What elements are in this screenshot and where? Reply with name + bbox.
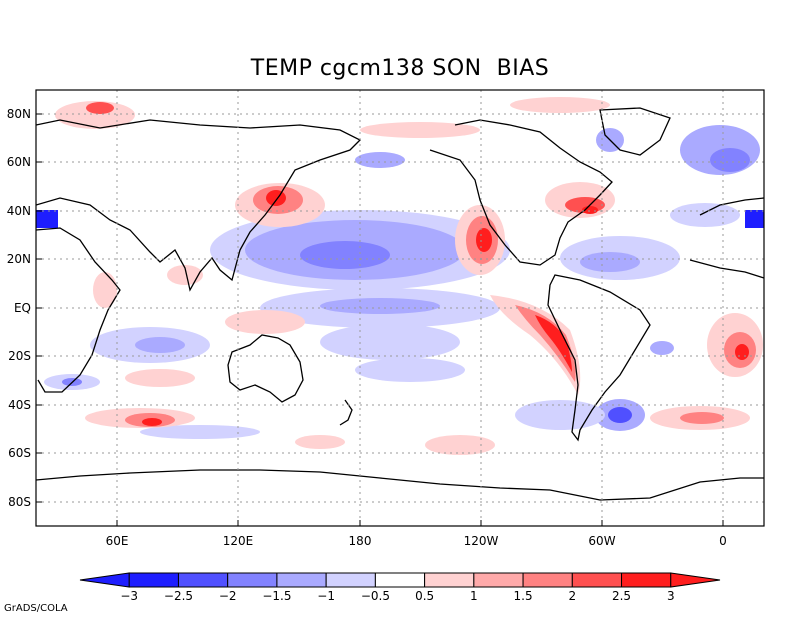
colorbar: −3 −2.5 −2 −1.5 −1 −0.5 0.5 1 1.5 2 2.5 3: [79, 572, 721, 603]
colorbar-label: −1: [317, 589, 335, 603]
colorbar-label: −3: [120, 589, 138, 603]
credit-label: GrADS/COLA: [4, 603, 68, 614]
lon-label: 60E: [106, 534, 129, 548]
latitude-labels: 80N 60N 40N 20N EQ 20S 40S 60S 80S: [7, 107, 31, 509]
lat-label: 40N: [7, 204, 31, 218]
lat-label: 20N: [7, 252, 31, 266]
colorbar-segment: [128, 572, 179, 588]
north-america-coastline: [429, 119, 613, 266]
lat-label: 60S: [8, 446, 31, 460]
colorbar-label: −2: [219, 589, 237, 603]
map-title: TEMP cgcm138 SON BIAS: [250, 56, 550, 81]
lat-label: 80N: [7, 107, 31, 121]
australia-coastline: [227, 334, 304, 403]
colorbar-label: −2.5: [164, 589, 193, 603]
colorbar-segment: [325, 572, 376, 588]
bias-contour-fields: [36, 97, 764, 455]
lon-label: 60W: [588, 534, 615, 548]
colorbar-segment: [227, 572, 278, 588]
colorbar-segment: [374, 572, 426, 588]
colorbar-label: 0.5: [415, 589, 434, 603]
coastlines: [36, 107, 764, 501]
longitude-labels: 60E 120E 180 120W 60W 0: [106, 534, 727, 548]
colorbar-segment: [424, 572, 475, 588]
antarctica-coastline: [36, 469, 764, 501]
axis-ticks: [36, 113, 724, 526]
colorbar-label: 2: [568, 589, 576, 603]
lat-label: 20S: [8, 349, 31, 363]
new-zealand-coastline: [339, 399, 353, 426]
colorbar-arrow-high: [670, 572, 721, 588]
colorbar-label: −0.5: [361, 589, 390, 603]
colorbar-label: 3: [667, 589, 675, 603]
west-africa-coastline: [689, 259, 764, 279]
colorbar-label: 1: [470, 589, 478, 603]
lon-label: 120W: [464, 534, 499, 548]
lon-label: 180: [349, 534, 372, 548]
colorbar-segment: [522, 572, 573, 588]
greenland-coastline: [599, 107, 671, 156]
lat-lon-grid: [36, 90, 764, 526]
colorbar-segment: [177, 572, 229, 588]
colorbar-segment: [473, 572, 524, 588]
europe-coastline: [699, 197, 764, 216]
lon-label: 120E: [223, 534, 254, 548]
colorbar-label: 1.5: [514, 589, 533, 603]
lat-label: 80S: [8, 495, 31, 509]
lat-label: EQ: [14, 301, 31, 315]
colorbar-label: 2.5: [612, 589, 631, 603]
africa-coastline: [36, 227, 121, 393]
lon-label: 0: [719, 534, 727, 548]
eurasia-coastline: [36, 119, 362, 292]
south-america-coastline: [547, 274, 651, 442]
colorbar-segment: [621, 572, 672, 588]
lat-label: 40S: [8, 398, 31, 412]
colorbar-segment: [571, 572, 623, 588]
colorbar-segment: [276, 572, 327, 588]
colorbar-label: −1.5: [262, 589, 291, 603]
colorbar-arrow-low: [79, 572, 130, 588]
lat-label: 60N: [7, 155, 31, 169]
